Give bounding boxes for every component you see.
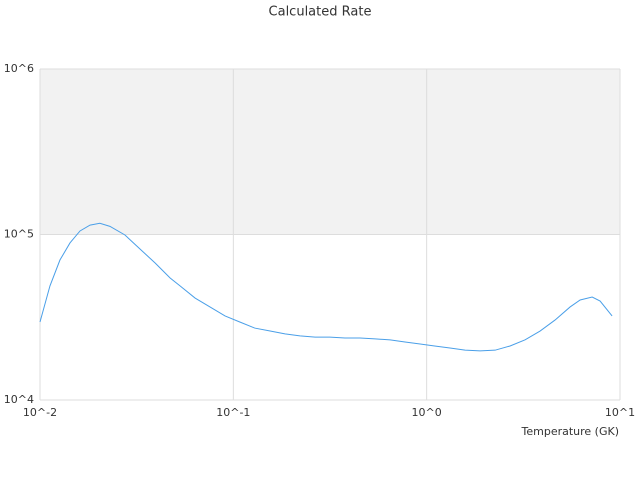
x-tick-label: 10^1	[605, 406, 635, 419]
x-axis-label: Temperature (GK)	[521, 425, 620, 438]
y-tick-label: 10^6	[4, 62, 34, 75]
grid-band	[40, 69, 620, 235]
chart-title: Calculated Rate	[269, 5, 372, 20]
line-series	[39, 222, 613, 352]
y-tick-label: 10^5	[4, 228, 34, 241]
y-tick-label: 10^4	[4, 393, 34, 406]
x-tick-label: 10^-1	[216, 406, 250, 419]
x-tick-label: 10^0	[412, 406, 442, 419]
x-tick-label: 10^-2	[23, 406, 57, 419]
